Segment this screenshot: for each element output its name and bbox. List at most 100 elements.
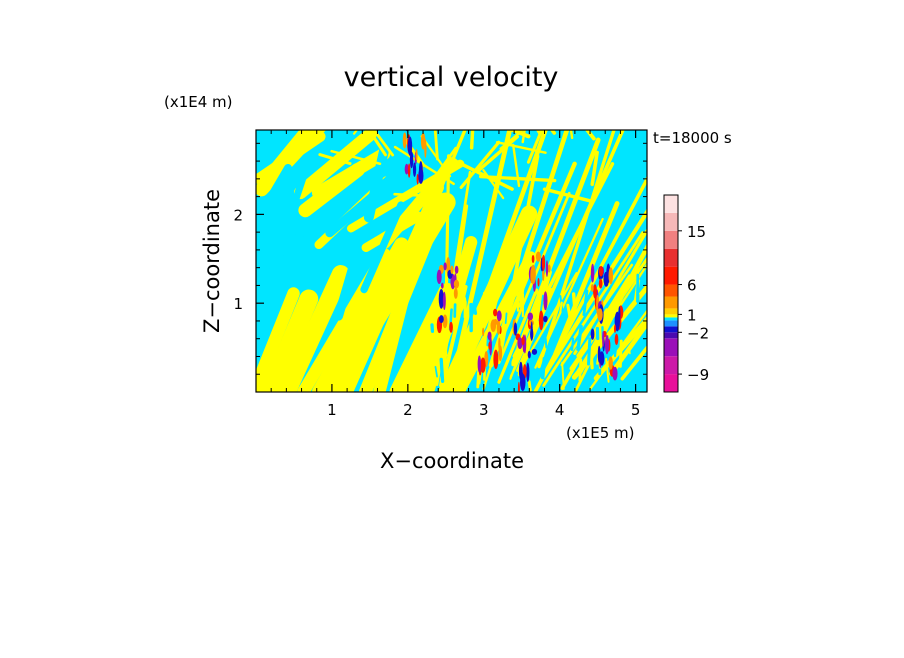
colorbar-swatch: [664, 374, 678, 392]
x-unit-label: (x1E5 m): [566, 424, 635, 442]
velocity-band: [592, 359, 593, 368]
convective-cell: [543, 316, 548, 322]
colorbar-swatch: [664, 314, 678, 317]
convective-cell: [443, 292, 446, 310]
y-unit-label: (x1E4 m): [164, 93, 233, 111]
velocity-band: [474, 306, 475, 314]
convective-cell: [531, 265, 536, 284]
convective-cell: [488, 332, 492, 341]
velocity-band: [580, 360, 581, 380]
convective-cell: [538, 278, 540, 287]
convective-cell: [598, 346, 601, 363]
velocity-band: [561, 62, 572, 138]
convective-cell: [591, 284, 594, 292]
convective-cell: [454, 280, 459, 289]
convective-cell: [518, 382, 520, 396]
convective-cell: [403, 132, 407, 148]
y-axis-label: Z−coordinate: [200, 189, 224, 333]
velocity-band: [629, 347, 630, 354]
colorbar-swatch: [664, 249, 678, 267]
convective-cell: [449, 322, 453, 333]
convective-cell: [609, 356, 613, 369]
convective-cell: [536, 251, 541, 261]
convective-cell: [455, 266, 459, 274]
velocity-band: [543, 359, 545, 378]
colorbar-swatch: [664, 296, 678, 308]
chart-title: vertical velocity: [344, 62, 559, 93]
convective-cell: [450, 266, 453, 275]
velocity-band: [506, 313, 507, 323]
convective-cell: [591, 264, 595, 283]
convective-cell: [615, 334, 619, 345]
convective-cell: [497, 310, 502, 321]
convective-cell: [532, 255, 535, 263]
velocity-band: [589, 339, 590, 364]
colorbar-label: 6: [687, 277, 697, 295]
convective-cell: [493, 319, 498, 325]
convective-cell: [514, 322, 517, 335]
convective-cell: [599, 266, 603, 277]
convective-cell: [543, 291, 547, 310]
colorbar-swatch: [664, 267, 678, 285]
convective-cell: [494, 350, 498, 363]
convective-cell: [441, 283, 444, 289]
colorbar-swatch: [664, 332, 678, 338]
convective-cell: [546, 260, 548, 277]
convective-cell: [532, 349, 537, 355]
x-tick-label: 3: [479, 401, 489, 419]
convective-cell: [605, 335, 609, 354]
convective-cell: [482, 328, 484, 337]
velocity-band: [520, 89, 554, 133]
convective-cell: [418, 168, 423, 184]
velocity-band: [620, 341, 621, 366]
x-tick-label: 4: [555, 401, 565, 419]
colorbar-swatch: [664, 326, 678, 332]
colorbar-swatch: [664, 308, 678, 314]
convective-cell: [526, 363, 529, 382]
x-tick-label: 1: [327, 401, 337, 419]
convective-cell: [609, 267, 614, 284]
colorbar-swatch: [664, 231, 678, 249]
colorbar-swatch: [664, 320, 678, 326]
velocity-band: [545, 334, 546, 348]
colorbar-swatch: [664, 195, 678, 213]
velocity-band: [484, 293, 485, 305]
convective-cell: [528, 312, 533, 320]
velocity-band: [473, 344, 475, 357]
convective-cell: [437, 270, 442, 284]
x-axis-label: X−coordinate: [380, 449, 524, 473]
convective-cell: [408, 137, 412, 156]
x-tick-label: 5: [631, 401, 641, 419]
colorbar-label: 1: [687, 306, 697, 324]
convective-cell: [416, 118, 418, 125]
convective-cell: [424, 139, 426, 158]
convective-cell: [591, 328, 595, 339]
colorbar-label: −2: [687, 324, 709, 342]
convective-cell: [530, 328, 533, 340]
convective-cell: [480, 358, 485, 373]
velocity-band: [572, 339, 573, 350]
velocity-band: [491, 302, 493, 314]
time-label: t=18000 s: [653, 129, 732, 147]
velocity-band: [517, 94, 540, 132]
y-tick-label: 2: [233, 206, 243, 224]
convective-cell: [539, 311, 544, 331]
convective-cell: [521, 336, 524, 345]
x-tick-label: 2: [403, 401, 413, 419]
colorbar-swatch: [664, 213, 678, 231]
convective-cell: [602, 331, 604, 347]
convective-cell: [528, 351, 531, 359]
convective-cell: [439, 315, 444, 323]
convective-cell: [408, 163, 411, 177]
colorbar-swatch: [664, 338, 678, 356]
convective-cell: [542, 255, 545, 271]
convective-cell: [520, 374, 526, 391]
convective-cell: [597, 308, 602, 321]
convective-cell: [599, 279, 603, 289]
y-tick-label: 1: [233, 295, 243, 313]
velocity-band: [478, 372, 479, 387]
colorbar-swatch: [664, 285, 678, 297]
colorbar-swatch: [664, 317, 678, 320]
